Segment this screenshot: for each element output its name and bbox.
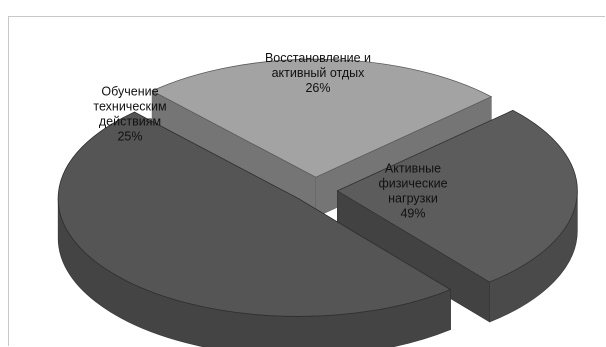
chart-frame	[8, 16, 605, 346]
slice-label-line: действиям	[99, 115, 161, 129]
slice-label-line: Обучение	[101, 85, 158, 99]
slice-label-line: Восстановление и	[265, 51, 371, 65]
slice-label-line: активный отдых	[272, 66, 366, 80]
slice-percent-2: 25%	[117, 130, 142, 144]
slice-label-line: Активные	[385, 162, 441, 176]
slice-label-0: Восстановление и активный отдых 26%	[265, 51, 371, 95]
slice-label-1: Активные физические нагрузки 49%	[378, 162, 447, 221]
slice-label-2: Обучение техническим действиям 25%	[93, 85, 166, 144]
slice-percent-1: 49%	[400, 207, 425, 221]
slice-label-line: техническим	[93, 100, 166, 114]
slice-percent-0: 26%	[305, 81, 330, 95]
slice-label-line: физические	[378, 177, 447, 191]
pie-slice-1	[57, 111, 452, 347]
pie-slice-0	[336, 109, 578, 323]
slice-label-line: нагрузки	[388, 192, 438, 206]
